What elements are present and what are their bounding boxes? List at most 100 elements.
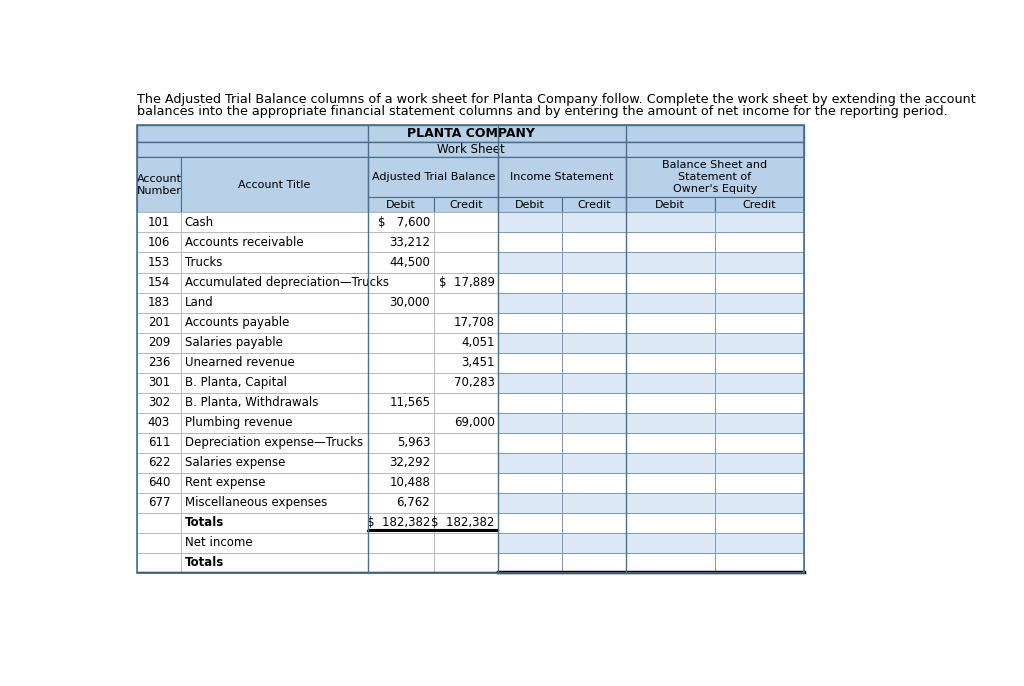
Text: 183: 183 <box>147 296 170 309</box>
Text: Balance Sheet and
Statement of
Owner's Equity: Balance Sheet and Statement of Owner's E… <box>663 161 767 193</box>
Bar <box>499 533 562 553</box>
Bar <box>137 333 499 353</box>
Bar <box>180 233 369 252</box>
Text: Debit: Debit <box>655 200 685 210</box>
Text: Account
Number: Account Number <box>136 174 181 196</box>
Bar <box>180 413 369 433</box>
Bar <box>562 353 626 372</box>
Bar <box>434 313 499 333</box>
Bar <box>715 433 804 453</box>
Bar <box>180 353 369 372</box>
Bar <box>369 272 434 292</box>
Bar <box>180 493 369 512</box>
Bar <box>369 533 434 553</box>
Bar <box>562 233 626 252</box>
Text: PLANTA COMPANY: PLANTA COMPANY <box>407 127 535 140</box>
Bar <box>499 553 804 573</box>
Bar <box>180 533 369 553</box>
Bar <box>137 213 499 233</box>
Bar <box>369 213 434 233</box>
Text: Net income: Net income <box>184 536 252 549</box>
Bar <box>499 493 804 512</box>
Bar <box>499 353 562 372</box>
Bar <box>626 553 715 573</box>
Text: 403: 403 <box>147 416 170 429</box>
Text: 106: 106 <box>147 236 170 249</box>
Bar <box>499 493 562 512</box>
Text: Account Title: Account Title <box>239 180 310 190</box>
Bar <box>137 433 180 453</box>
Bar <box>369 553 434 573</box>
Bar <box>626 252 715 272</box>
Bar <box>434 252 499 272</box>
Bar <box>434 272 499 292</box>
Bar <box>137 372 180 392</box>
Bar <box>369 512 434 533</box>
Bar <box>499 333 562 353</box>
Text: 153: 153 <box>147 256 170 269</box>
Text: Totals: Totals <box>184 556 224 569</box>
Bar <box>562 333 626 353</box>
Bar <box>562 512 626 533</box>
Text: 17,708: 17,708 <box>454 316 495 329</box>
Bar <box>137 553 499 573</box>
Bar <box>137 512 499 533</box>
Text: Credit: Credit <box>742 200 776 210</box>
Text: 236: 236 <box>147 356 170 369</box>
Bar <box>180 292 369 313</box>
Bar <box>499 157 626 197</box>
Text: balances into the appropriate financial statement columns and by entering the am: balances into the appropriate financial … <box>137 106 948 119</box>
Bar <box>180 272 369 292</box>
Bar <box>499 453 562 473</box>
Text: Unearned revenue: Unearned revenue <box>184 356 294 369</box>
Bar <box>499 353 804 372</box>
Bar <box>137 493 499 512</box>
Bar <box>626 272 715 292</box>
Bar <box>499 233 804 252</box>
Bar <box>626 493 715 512</box>
Bar <box>562 473 626 493</box>
Bar <box>626 313 715 333</box>
Text: B. Planta, Withdrawals: B. Planta, Withdrawals <box>184 396 317 409</box>
Bar <box>180 333 369 353</box>
Bar <box>369 252 434 272</box>
Bar <box>626 533 715 553</box>
Bar <box>499 197 562 213</box>
Bar <box>626 353 715 372</box>
Bar <box>137 233 180 252</box>
Bar <box>180 372 369 392</box>
Bar <box>626 372 715 392</box>
Text: Adjusted Trial Balance: Adjusted Trial Balance <box>372 172 495 182</box>
Bar <box>180 252 369 272</box>
Bar <box>137 213 180 233</box>
Bar <box>137 157 180 213</box>
Bar <box>499 533 804 553</box>
Bar <box>434 213 499 233</box>
Bar <box>499 292 804 313</box>
Bar <box>562 313 626 333</box>
Bar <box>499 272 562 292</box>
Bar <box>137 533 499 553</box>
Bar <box>434 473 499 493</box>
Text: Debit: Debit <box>515 200 545 210</box>
Bar <box>715 197 804 213</box>
Bar <box>369 197 434 213</box>
Bar <box>369 453 434 473</box>
Bar <box>180 553 369 573</box>
Text: Accounts receivable: Accounts receivable <box>184 236 303 249</box>
Bar <box>137 433 499 453</box>
Bar <box>137 313 499 333</box>
Bar <box>715 413 804 433</box>
Bar <box>626 433 715 453</box>
Bar <box>369 473 434 493</box>
Text: $  182,382: $ 182,382 <box>367 517 430 530</box>
Bar <box>562 213 626 233</box>
Bar <box>434 553 499 573</box>
Bar <box>499 272 804 292</box>
Bar <box>369 413 434 433</box>
Bar <box>180 512 369 533</box>
Bar <box>180 313 369 333</box>
Bar <box>626 157 804 197</box>
Bar <box>137 453 180 473</box>
Bar <box>180 157 369 213</box>
